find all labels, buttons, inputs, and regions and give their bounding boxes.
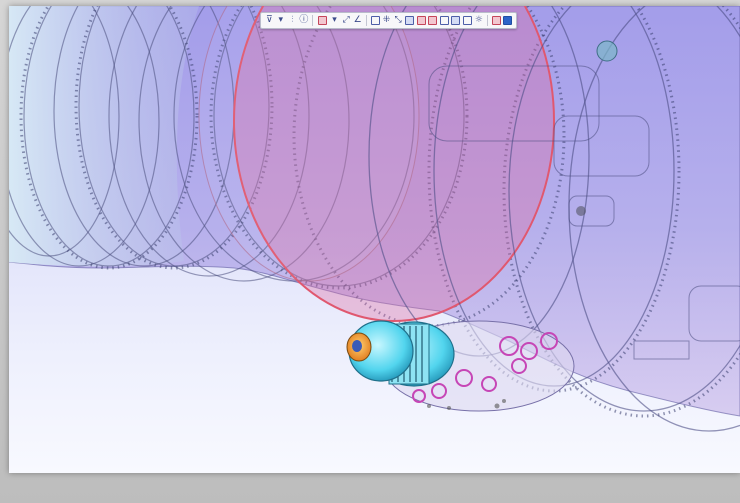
panel-outline <box>688 285 740 342</box>
cyan-cylinder-part[interactable] <box>346 320 455 387</box>
panel-outline <box>428 65 600 142</box>
toolbar-separator <box>487 15 488 26</box>
toolbar-separator <box>312 15 313 26</box>
view-box-shape <box>405 16 415 25</box>
box-select-shape <box>370 16 380 25</box>
section-color-icon[interactable] <box>316 14 328 27</box>
panel-outline <box>633 340 690 360</box>
material-shape <box>462 16 472 25</box>
shade-red-shape <box>416 16 426 25</box>
hidden-line-shape <box>451 16 461 25</box>
hidden-line-icon[interactable] <box>450 14 461 27</box>
wire-icon[interactable] <box>439 14 450 27</box>
housing-ring <box>508 6 740 412</box>
toolbar-separator <box>365 15 367 26</box>
screenshot-icon[interactable] <box>491 14 502 27</box>
wire-shape <box>439 16 449 25</box>
dropdown-arrow-icon[interactable]: ▾ <box>278 15 284 25</box>
shade-red-edges-icon[interactable] <box>427 14 438 27</box>
material-icon[interactable] <box>462 14 473 27</box>
shade-red-edges-shape <box>428 16 438 25</box>
measure-icon[interactable]: ⤢ <box>342 15 350 25</box>
housing-ring <box>23 6 195 267</box>
housing-ring <box>138 6 350 282</box>
panel-outline <box>568 195 615 227</box>
explode-icon[interactable]: ⁜ <box>382 15 391 25</box>
panel-outline <box>553 115 650 177</box>
view-toolbar: ⊽ ▾ ⫶ ⓘ ▾ ⤢ ∠ ⁜ ⤡ ☼ <box>260 12 517 29</box>
shade-red-icon[interactable] <box>416 14 427 27</box>
split-icon[interactable]: ⫶ <box>291 15 294 25</box>
screenshot-shape <box>491 16 501 25</box>
housing-left-glass <box>9 6 199 267</box>
3d-viewport[interactable]: ⊽ ▾ ⫶ ⓘ ▾ ⤢ ∠ ⁜ ⤡ ☼ <box>9 6 740 473</box>
housing-ring <box>173 6 415 282</box>
dropdown-arrow-icon[interactable]: ▾ <box>332 15 337 25</box>
housing-ring <box>213 6 465 287</box>
info-icon[interactable]: ⓘ <box>299 15 309 25</box>
view-box-icon[interactable] <box>404 14 415 27</box>
filter-icon[interactable]: ⊽ <box>265 15 273 25</box>
section-color-swatch <box>317 16 327 25</box>
view-cube-icon[interactable] <box>502 14 513 27</box>
housing-ring <box>9 6 160 267</box>
assembly-scene[interactable] <box>9 6 740 473</box>
housing-ring <box>108 6 310 277</box>
transform-icon[interactable]: ⤡ <box>394 15 402 25</box>
measure-angle-icon[interactable]: ∠ <box>353 15 362 25</box>
view-cube-shape <box>503 16 513 25</box>
light-icon[interactable]: ☼ <box>474 15 483 25</box>
box-select-icon[interactable] <box>370 14 381 27</box>
selected-ring[interactable] <box>233 6 555 322</box>
